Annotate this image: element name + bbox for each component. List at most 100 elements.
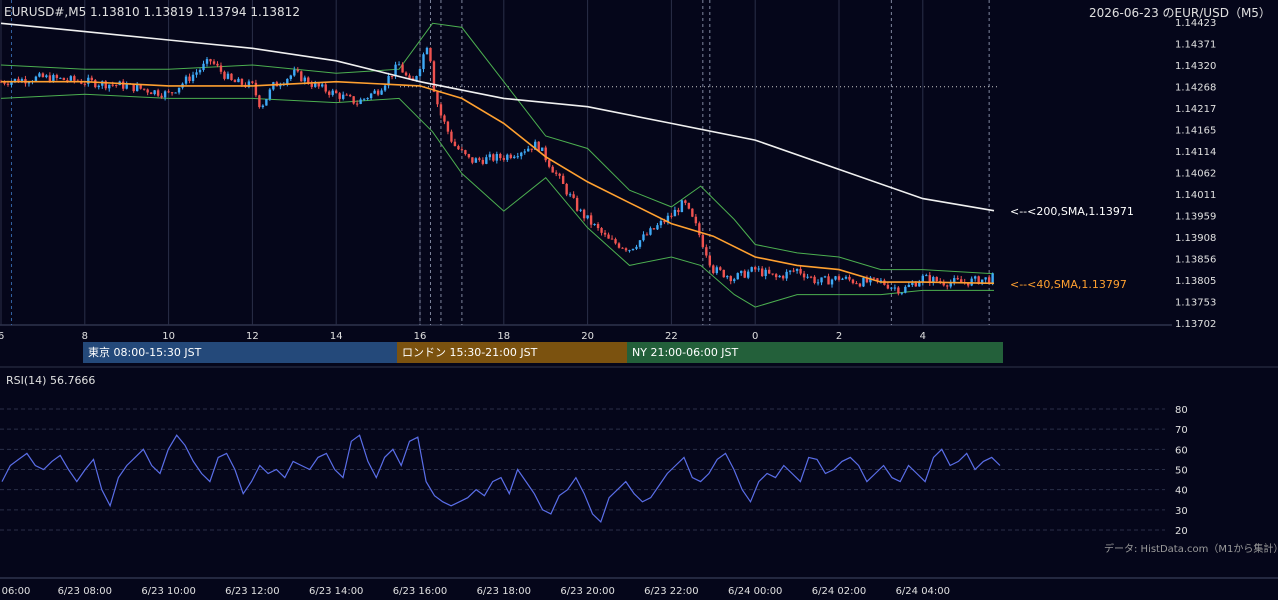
candle-body xyxy=(394,64,397,77)
candle-body xyxy=(226,73,230,79)
chart-title: 2026-06-23 のEUR/USD（M5） xyxy=(1089,6,1271,20)
rsi-tick-label: 40 xyxy=(1175,486,1188,497)
candle-body xyxy=(293,69,296,76)
candle-body xyxy=(642,234,645,241)
candle-body xyxy=(177,87,181,93)
candle-body xyxy=(554,172,558,174)
price-tick-label: 1.14268 xyxy=(1175,83,1216,94)
price-x-tick-label: 6 xyxy=(0,331,4,342)
price-x-tick-label: 4 xyxy=(920,331,926,342)
candle-body xyxy=(705,247,708,256)
candle-body xyxy=(900,292,904,294)
rsi-tick-label: 60 xyxy=(1175,445,1188,456)
candle-body xyxy=(966,282,970,286)
candle-body xyxy=(108,84,111,89)
candle-body xyxy=(478,158,481,160)
candle-body xyxy=(516,156,519,158)
candle-body xyxy=(610,238,614,240)
candle-body xyxy=(771,273,774,275)
price-tick-label: 1.13856 xyxy=(1175,255,1216,266)
candle-body xyxy=(254,82,258,96)
candle-body xyxy=(307,77,310,84)
candle-body xyxy=(101,81,104,86)
price-tick-label: 1.13753 xyxy=(1175,298,1216,309)
candle-body xyxy=(415,76,418,81)
candle-body xyxy=(41,73,45,78)
candle-body xyxy=(673,209,677,217)
candle-body xyxy=(712,265,715,274)
candle-body xyxy=(125,84,128,89)
candle-body xyxy=(300,71,303,82)
candle-body xyxy=(3,81,6,84)
price-x-tick-label: 16 xyxy=(414,331,427,342)
candle-body xyxy=(649,228,652,235)
candle-body xyxy=(809,276,813,278)
candle-body xyxy=(788,270,792,272)
candle-body xyxy=(446,121,450,132)
candle-body xyxy=(251,81,254,83)
candle-body xyxy=(624,248,628,251)
candle-body xyxy=(348,95,352,97)
time-tick-label: 6/24 04:00 xyxy=(896,586,950,597)
candle-body xyxy=(764,269,767,277)
candle-body xyxy=(914,282,918,287)
candle-body xyxy=(886,284,890,289)
rsi-tick-label: 70 xyxy=(1175,425,1188,436)
candle-body xyxy=(174,92,177,94)
candle-body xyxy=(474,158,478,163)
time-tick-label: 6/23 16:00 xyxy=(393,586,447,597)
candle-body xyxy=(268,89,272,100)
candle-body xyxy=(736,273,739,280)
candle-body xyxy=(38,73,41,77)
candle-body xyxy=(464,150,467,155)
price-x-tick-label: 10 xyxy=(162,331,175,342)
rsi-tick-label: 20 xyxy=(1175,526,1188,537)
candle-body xyxy=(408,75,411,79)
candle-body xyxy=(17,78,20,83)
candle-body xyxy=(272,82,275,90)
candle-body xyxy=(754,267,757,270)
session-ny: NY 21:00-06:00 JST xyxy=(627,342,1003,363)
sma200-line xyxy=(0,22,995,212)
candle-body xyxy=(600,228,603,233)
candle-body xyxy=(869,277,872,283)
candle-body xyxy=(565,183,568,195)
candle-body xyxy=(911,282,914,285)
candles xyxy=(0,46,994,296)
price-x-tick-label: 0 xyxy=(752,331,758,342)
candle-body xyxy=(572,194,575,198)
candle-body xyxy=(135,84,139,92)
candle-body xyxy=(436,91,439,105)
rsi-line xyxy=(1,434,1001,523)
candle-body xyxy=(949,282,952,287)
candle-body xyxy=(345,94,348,96)
candle-body xyxy=(324,84,327,92)
candle-body xyxy=(146,89,149,93)
sma40-annotation: <--<40,SMA,1.13797 xyxy=(1010,278,1127,291)
candle-body xyxy=(509,154,512,158)
candle-body xyxy=(872,277,876,279)
candle-body xyxy=(111,84,114,86)
candle-body xyxy=(670,215,673,217)
candle-body xyxy=(520,152,523,157)
candle-body xyxy=(680,200,684,213)
candle-body xyxy=(139,84,142,89)
candle-body xyxy=(795,268,799,271)
candle-body xyxy=(617,243,621,248)
price-tick-label: 1.14114 xyxy=(1175,147,1216,158)
candle-body xyxy=(740,270,743,274)
candle-body xyxy=(115,84,118,86)
source-note: データ: HistData.com（M1から集計） xyxy=(1104,544,1278,555)
candle-body xyxy=(701,235,705,248)
candle-body xyxy=(684,200,687,203)
candle-body xyxy=(774,274,778,278)
candle-body xyxy=(488,154,492,158)
candle-body xyxy=(715,267,718,274)
candle-body xyxy=(62,77,66,81)
time-tick-label: 6/23 18:00 xyxy=(477,586,531,597)
price-tick-label: 1.13908 xyxy=(1175,233,1216,244)
candle-body xyxy=(502,158,505,160)
candle-body xyxy=(212,61,216,64)
candle-body xyxy=(132,83,135,92)
